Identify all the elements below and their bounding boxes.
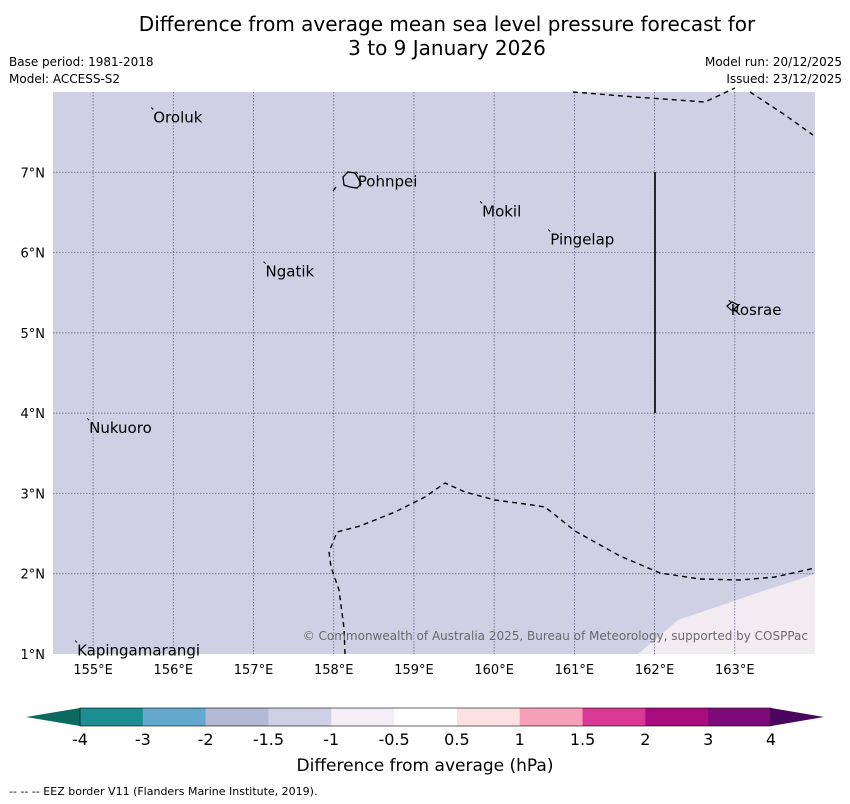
- colorbar-tick-labels: -4 -3 -2 -1.5 -1 -0.5 0.5 1 1.5 2 3 4: [72, 730, 776, 749]
- place-label: Pingelap: [550, 231, 614, 249]
- colorbar-box: [708, 708, 772, 726]
- lat-tick-label: 2°N: [21, 568, 46, 583]
- model-run: Model run: 20/12/2025: [704, 55, 842, 69]
- place-marker: [263, 261, 266, 264]
- colorbar-boxes: [80, 708, 772, 726]
- place-marker: [479, 201, 483, 204]
- colorbar-label: Difference from average (hPa): [296, 756, 554, 776]
- colorbar-tick: -2: [198, 730, 214, 749]
- map-background: [53, 92, 815, 654]
- colorbar-frame: [79, 707, 772, 727]
- colorbar-tick: -1.5: [253, 730, 284, 749]
- title-line-1: Difference from average mean sea level p…: [138, 12, 756, 36]
- colorbar-box: [645, 708, 709, 726]
- place-marker: [547, 229, 551, 232]
- lat-tick-label: 1°N: [21, 648, 46, 663]
- lon-tick-label: 162°E: [635, 663, 675, 678]
- lon-tick-label: 161°E: [555, 663, 595, 678]
- place-marker: [728, 299, 732, 303]
- colorbar-box: [205, 708, 269, 726]
- chart-title: Difference from average mean sea level p…: [0, 12, 850, 60]
- place-label: Oroluk: [153, 108, 202, 126]
- place-marker: [86, 417, 90, 421]
- colorbar-tick: -0.5: [378, 730, 409, 749]
- colorbar-box: [331, 708, 395, 726]
- lon-tick-label: 156°E: [154, 663, 194, 678]
- colorbar-tick: 1: [515, 730, 525, 749]
- lon-tick-label: 163°E: [715, 663, 755, 678]
- place-label: Kosrae: [731, 301, 782, 319]
- place-label: Pohnpei: [358, 173, 418, 191]
- place-label: Nukuoro: [89, 419, 152, 437]
- lon-tick-label: 160°E: [474, 663, 514, 678]
- latitude-ticks: 7°N 6°N 5°N 4°N 3°N 2°N 1°N: [21, 166, 46, 663]
- colorbar-tick: -4: [72, 730, 88, 749]
- colorbar-tick: 3: [703, 730, 713, 749]
- lat-tick-label: 5°N: [21, 327, 46, 342]
- colorbar-under-triangle: [26, 708, 80, 726]
- colorbar-box: [142, 708, 206, 726]
- eez-border-north: [572, 87, 736, 103]
- model-name: Model: ACCESS-S2: [9, 72, 121, 86]
- colorbar-box: [80, 708, 144, 726]
- lon-tick-label: 158°E: [314, 663, 354, 678]
- lon-tick-label: 159°E: [394, 663, 434, 678]
- place-marker: [74, 640, 78, 643]
- colorbar-tick: 4: [766, 730, 776, 749]
- gridlines: [53, 92, 815, 654]
- colorbar-tick: 1.5: [570, 730, 595, 749]
- colorbar-box: [268, 708, 332, 726]
- lat-tick-label: 6°N: [21, 247, 46, 262]
- lon-tick-label: 155°E: [73, 663, 113, 678]
- eez-border-fragment: [332, 186, 337, 192]
- eez-border-south: [328, 482, 816, 655]
- colorbar-tick: 0.5: [444, 730, 469, 749]
- copyright-text: © Commonwealth of Australia 2025, Bureau…: [303, 629, 808, 643]
- meta-left: Base period: 1981-2018 Model: ACCESS-S2: [9, 54, 154, 88]
- meta-right: Model run: 20/12/2025 Issued: 23/12/2025: [705, 54, 842, 88]
- colorbar-box: [394, 708, 458, 726]
- place-label: Mokil: [482, 202, 521, 220]
- map-area: Oroluk Pohnpei Mokil Ngatik Pingelap Kosrae Nu…: [53, 87, 816, 660]
- lat-tick-label: 3°N: [21, 487, 46, 502]
- lat-tick-label: 4°N: [21, 407, 46, 422]
- longitude-ticks: 155°E 156°E 157°E 158°E 159°E 160°E 161°E 162°E…: [73, 663, 754, 678]
- lat-tick-label: 7°N: [21, 166, 46, 181]
- place-label: Ngatik: [266, 263, 315, 281]
- colorbar-tick: -1: [323, 730, 339, 749]
- place-marker: [150, 107, 154, 110]
- issued-date: Issued: 23/12/2025: [726, 72, 842, 86]
- colorbar-over-triangle: [771, 708, 824, 726]
- place-labels: Oroluk Pohnpei Mokil Ngatik Pingelap Kosrae Nu…: [74, 107, 782, 660]
- place-label: Kapingamarangi: [77, 642, 200, 660]
- colorbar-box: [582, 708, 646, 726]
- colorbar: -4 -3 -2 -1.5 -1 -0.5 0.5 1 1.5 2 3 4: [26, 707, 824, 749]
- footer-note: -- -- -- EEZ border V11 (Flanders Marine…: [9, 785, 318, 798]
- eez-borders: [328, 87, 816, 655]
- colorbar-box: [519, 708, 583, 726]
- colorbar-tick: 2: [640, 730, 650, 749]
- eez-border-northeast: [749, 91, 814, 136]
- kosrae-outline: [726, 301, 739, 312]
- positive-anomaly-region: [638, 574, 815, 654]
- base-period: Base period: 1981-2018: [9, 55, 154, 69]
- colorbar-box: [456, 708, 521, 726]
- place-marker: [355, 171, 359, 175]
- title-line-2: 3 to 9 January 2026: [348, 36, 546, 60]
- lon-tick-label: 157°E: [234, 663, 274, 678]
- colorbar-tick: -3: [135, 730, 151, 749]
- pohnpei-outline: [342, 171, 362, 189]
